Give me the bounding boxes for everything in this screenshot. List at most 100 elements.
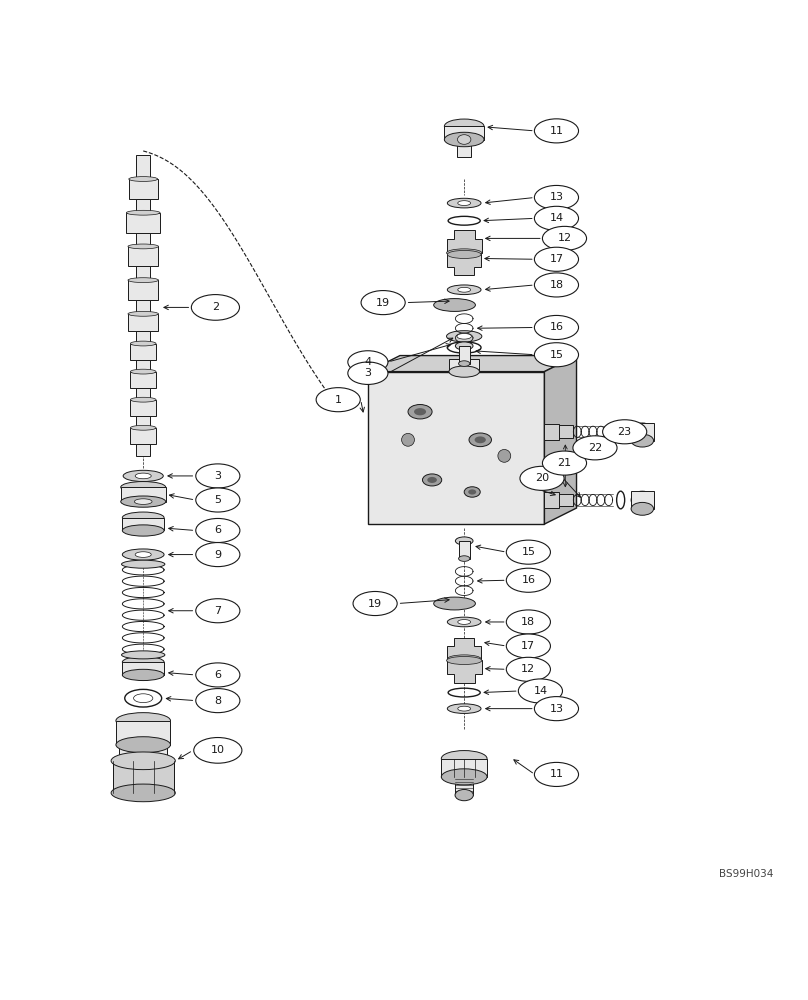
Ellipse shape: [534, 185, 579, 210]
Ellipse shape: [457, 333, 471, 339]
Ellipse shape: [631, 434, 654, 447]
Ellipse shape: [408, 405, 432, 419]
Ellipse shape: [120, 496, 166, 507]
Text: 17: 17: [521, 641, 536, 651]
Ellipse shape: [112, 752, 175, 770]
Bar: [449, 359, 479, 371]
Ellipse shape: [447, 656, 482, 665]
Bar: [136, 331, 150, 344]
Bar: [128, 179, 158, 199]
Text: 19: 19: [368, 599, 382, 609]
Bar: [112, 761, 174, 793]
Text: 1: 1: [335, 395, 342, 405]
Bar: [116, 721, 170, 745]
Ellipse shape: [134, 499, 152, 504]
Ellipse shape: [116, 713, 170, 729]
Bar: [558, 494, 574, 506]
Bar: [459, 541, 469, 559]
Bar: [122, 662, 164, 675]
Ellipse shape: [448, 704, 481, 713]
Ellipse shape: [507, 540, 550, 564]
Text: 16: 16: [549, 322, 563, 332]
Ellipse shape: [119, 754, 167, 768]
Ellipse shape: [441, 751, 487, 767]
Ellipse shape: [130, 341, 156, 346]
Ellipse shape: [603, 420, 646, 444]
Circle shape: [402, 433, 415, 446]
Ellipse shape: [459, 556, 469, 561]
Text: 10: 10: [211, 745, 225, 755]
Ellipse shape: [130, 397, 156, 402]
Text: 15: 15: [521, 547, 536, 557]
Ellipse shape: [133, 694, 153, 703]
Bar: [126, 213, 160, 233]
Ellipse shape: [194, 738, 242, 763]
Ellipse shape: [520, 466, 564, 490]
Bar: [136, 300, 150, 314]
Text: 18: 18: [549, 280, 563, 290]
Bar: [444, 126, 484, 140]
Bar: [455, 777, 473, 795]
Text: 22: 22: [588, 443, 602, 453]
Ellipse shape: [122, 656, 164, 668]
Ellipse shape: [474, 436, 486, 443]
Bar: [128, 314, 158, 331]
Bar: [128, 280, 158, 300]
Text: 13: 13: [549, 704, 563, 714]
Ellipse shape: [458, 287, 470, 292]
Text: 6: 6: [214, 670, 221, 680]
Bar: [136, 444, 150, 456]
Text: 23: 23: [617, 427, 632, 437]
Text: 18: 18: [521, 617, 536, 627]
Ellipse shape: [534, 343, 579, 367]
Bar: [545, 492, 559, 508]
Bar: [558, 425, 574, 438]
Ellipse shape: [457, 135, 471, 144]
Ellipse shape: [130, 425, 156, 430]
Ellipse shape: [116, 737, 170, 753]
Bar: [136, 233, 150, 246]
Ellipse shape: [534, 315, 579, 340]
Text: 3: 3: [214, 471, 221, 481]
Text: 13: 13: [549, 192, 563, 202]
Ellipse shape: [534, 247, 579, 271]
Ellipse shape: [196, 689, 240, 713]
Ellipse shape: [128, 177, 158, 181]
Ellipse shape: [126, 210, 160, 215]
Text: 16: 16: [521, 575, 536, 585]
Text: 11: 11: [549, 769, 563, 779]
Text: 11: 11: [549, 126, 563, 136]
Bar: [459, 346, 469, 364]
Ellipse shape: [353, 591, 398, 616]
Ellipse shape: [458, 620, 470, 624]
Ellipse shape: [534, 273, 579, 297]
Ellipse shape: [196, 488, 240, 512]
Ellipse shape: [128, 278, 158, 283]
Ellipse shape: [122, 549, 164, 560]
Ellipse shape: [434, 299, 475, 311]
Text: 6: 6: [214, 525, 221, 535]
Bar: [368, 372, 545, 524]
Ellipse shape: [441, 769, 487, 785]
Bar: [130, 400, 156, 416]
Text: 20: 20: [535, 473, 549, 483]
Ellipse shape: [122, 525, 164, 536]
Ellipse shape: [519, 679, 562, 703]
Text: 3: 3: [364, 368, 372, 378]
Bar: [631, 423, 654, 441]
Text: 8: 8: [214, 696, 221, 706]
Ellipse shape: [456, 342, 473, 350]
Ellipse shape: [631, 423, 654, 441]
Text: 5: 5: [214, 495, 221, 505]
Bar: [136, 416, 150, 428]
Ellipse shape: [542, 226, 587, 250]
Text: 4: 4: [364, 357, 372, 367]
Bar: [136, 155, 150, 179]
Ellipse shape: [196, 599, 240, 623]
Ellipse shape: [128, 244, 158, 249]
Text: 12: 12: [558, 233, 571, 243]
Ellipse shape: [120, 482, 166, 493]
Text: 2: 2: [212, 302, 219, 312]
Text: 17: 17: [549, 254, 563, 264]
Polygon shape: [448, 638, 481, 659]
